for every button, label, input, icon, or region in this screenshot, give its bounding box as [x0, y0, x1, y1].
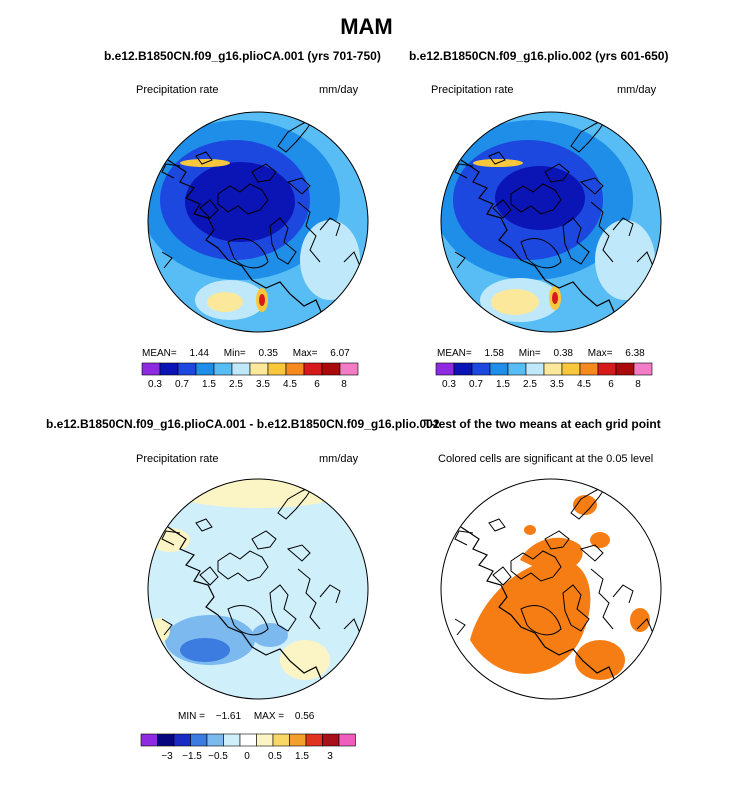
panel1-map: [148, 112, 368, 332]
cb1-tick: 0.3: [148, 379, 162, 390]
colorbar-swatch: [525, 362, 545, 376]
colorbar-swatch: [579, 362, 599, 376]
colorbar-swatch: [435, 362, 455, 376]
colorbar-swatch: [159, 362, 179, 376]
panel2-map: [441, 112, 661, 332]
colorbar-swatch: [285, 362, 305, 376]
panel2-stats: MEAN= 1.58 Min= 0.38 Max= 6.38: [437, 348, 645, 359]
panel2-variable-label: Precipitation rate: [431, 84, 514, 96]
panel2-units-label: mm/day: [617, 84, 657, 96]
colorbar-swatch: [322, 733, 340, 747]
min-value: 0.38: [553, 348, 573, 359]
cb3-tick: −1.5: [182, 751, 202, 762]
mean-value: 1.44: [189, 348, 209, 359]
cb2-tick: 6: [608, 379, 614, 390]
panel2-colorbar: [435, 362, 653, 376]
min-value: −1.61: [215, 711, 242, 722]
cb3-tick: 1.5: [295, 751, 309, 762]
colorbar-swatch: [173, 733, 191, 747]
cb2-tick: 0.3: [442, 379, 456, 390]
cb3-tick: −3: [161, 751, 173, 762]
colorbar-swatch: [507, 362, 527, 376]
colorbar-swatch: [543, 362, 563, 376]
colorbar-swatch: [223, 733, 241, 747]
panel2-title: b.e12.B1850CN.f09_g16.plio.002 (yrs 601-…: [409, 49, 669, 63]
cb2-tick: 4.5: [577, 379, 591, 390]
colorbar-swatch: [489, 362, 509, 376]
cb2-tick: 8: [635, 379, 641, 390]
panel3-colorbar: [140, 733, 356, 747]
min-label: Min=: [223, 348, 246, 359]
cb1-tick: 0.7: [175, 379, 189, 390]
max-value: 0.56: [294, 711, 315, 722]
panel3-variable-label: Precipitation rate: [136, 453, 219, 465]
colorbar-swatch: [321, 362, 341, 376]
colorbar-swatch: [195, 362, 215, 376]
cb1-tick: 6: [314, 379, 320, 390]
colorbar-swatch: [206, 733, 224, 747]
panel4-note: Colored cells are significant at the 0.0…: [438, 453, 654, 465]
cb1-tick: 8: [341, 379, 347, 390]
colorbar-swatch: [339, 362, 359, 376]
mean-value: 1.58: [484, 348, 504, 359]
colorbar-swatch: [633, 362, 653, 376]
panel1-units-label: mm/day: [319, 84, 359, 96]
mean-label: MEAN=: [437, 348, 472, 359]
cb1-tick: 2.5: [229, 379, 243, 390]
panel4-map: [441, 479, 661, 699]
panel3-units-label: mm/day: [319, 453, 359, 465]
colorbar-swatch: [272, 733, 290, 747]
colorbar-swatch: [190, 733, 208, 747]
cb2-tick: 0.7: [469, 379, 483, 390]
min-value: 0.35: [258, 348, 278, 359]
cb3-tick: −0.5: [208, 751, 228, 762]
colorbar-swatch: [561, 362, 581, 376]
panel4-title: T-test of the two means at each grid poi…: [424, 417, 661, 431]
cb3-tick: 3: [327, 751, 333, 762]
colorbar-swatch: [267, 362, 287, 376]
cb2-tick: 2.5: [523, 379, 537, 390]
panel3-map: [148, 479, 368, 699]
cb2-tick: 1.5: [496, 379, 510, 390]
panel3-stats: MIN = −1.61 MAX = 0.56: [178, 711, 314, 722]
cb1-tick: 3.5: [256, 379, 270, 390]
max-label: MAX =: [253, 711, 285, 722]
colorbar-swatch: [453, 362, 473, 376]
figure-title: MAM: [340, 14, 393, 39]
cb1-tick: 1.5: [202, 379, 216, 390]
panel1-stats: MEAN= 1.44 Min= 0.35 Max= 6.07: [142, 348, 350, 359]
colorbar-swatch: [471, 362, 491, 376]
cb3-tick: 0.5: [268, 751, 282, 762]
colorbar-swatch: [239, 733, 257, 747]
panel3-title: b.e12.B1850CN.f09_g16.plioCA.001 - b.e12…: [46, 417, 440, 431]
colorbar-swatch: [231, 362, 251, 376]
colorbar-swatch: [157, 733, 175, 747]
colorbar-swatch: [256, 733, 274, 747]
max-value: 6.07: [330, 348, 350, 359]
colorbar-swatch: [177, 362, 197, 376]
colorbar-swatch: [249, 362, 269, 376]
cb2-tick: 3.5: [550, 379, 564, 390]
panel1-variable-label: Precipitation rate: [136, 84, 219, 96]
colorbar-swatch: [141, 362, 161, 376]
max-value: 6.38: [625, 348, 645, 359]
colorbar-swatch: [289, 733, 307, 747]
colorbar-swatch: [140, 733, 158, 747]
cb3-tick: 0: [244, 751, 250, 762]
colorbar-swatch: [597, 362, 617, 376]
min-label: MIN =: [178, 711, 205, 722]
colorbar-swatch: [213, 362, 233, 376]
colorbar-swatch: [338, 733, 356, 747]
min-label: Min=: [518, 348, 541, 359]
colorbar-swatch: [303, 362, 323, 376]
max-label: Max=: [587, 348, 613, 359]
max-label: Max=: [292, 348, 318, 359]
colorbar-swatch: [305, 733, 323, 747]
colorbar-swatch: [615, 362, 635, 376]
panel1-colorbar: [141, 362, 359, 376]
panel1-title: b.e12.B1850CN.f09_g16.plioCA.001 (yrs 70…: [104, 49, 381, 63]
mean-label: MEAN=: [142, 348, 177, 359]
cb1-tick: 4.5: [283, 379, 297, 390]
